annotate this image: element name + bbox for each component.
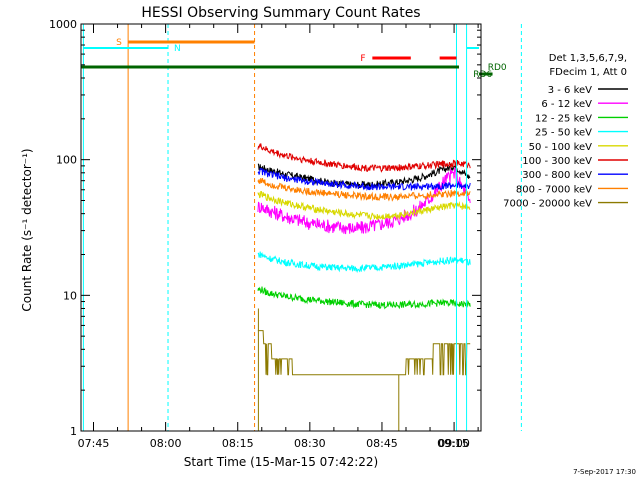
legend-label: 3 - 6 keV xyxy=(548,85,592,96)
legend-label: 6 - 12 keV xyxy=(541,99,592,110)
x-tick-label: 08:00 xyxy=(150,437,182,450)
legend-label: 12 - 25 keV xyxy=(535,113,592,124)
series-line-6 xyxy=(257,167,471,192)
legend-label: 25 - 50 keV xyxy=(535,128,592,139)
plot-data-layer xyxy=(257,143,471,431)
axes-layer: 1 10 100 1000 07:45 08:00 08:15 08:30 08:45 09:00… xyxy=(49,18,482,450)
series-line-7 xyxy=(257,177,471,202)
legend-header-line-1: Det 1,3,5,6,7,9, xyxy=(549,53,627,64)
flag-label-f: F xyxy=(360,54,365,64)
series-line-8 xyxy=(257,330,471,376)
y-axis-label: Count Rate (s⁻¹ detector⁻¹) xyxy=(20,148,34,311)
legend-label: 7000 - 20000 keV xyxy=(503,199,592,210)
footer-date: 7-Sep-2017 17:30 xyxy=(573,468,636,476)
flag-label-rd6: RD6 xyxy=(473,70,492,80)
series-line-0 xyxy=(257,163,471,190)
legend-header-line-2: FDecim 1, Att 0 xyxy=(549,67,627,78)
legend-label: 300 - 800 keV xyxy=(522,170,592,181)
y-tick-label: 1000 xyxy=(49,18,77,31)
legend-header: Det 1,3,5,6,7,9, FDecim 1, Att 0 xyxy=(549,53,627,78)
series-line-2 xyxy=(257,286,471,310)
x-tick-label-last: 09:15 xyxy=(437,437,469,450)
x-tick-label: 08:15 xyxy=(222,437,254,450)
flag-label-rd0: RD0 xyxy=(488,63,507,73)
y-tick-label: 1 xyxy=(70,425,77,438)
x-tick-label: 08:45 xyxy=(366,437,398,450)
legend-label: 800 - 7000 keV xyxy=(516,184,592,195)
plot-frame xyxy=(80,23,482,432)
chart-title: HESSI Observing Summary Count Rates xyxy=(141,5,420,21)
legend-label: 100 - 300 keV xyxy=(522,156,592,167)
flag-label-n: N xyxy=(174,44,181,54)
series-line-3 xyxy=(257,251,471,274)
legend-label: 50 - 100 keV xyxy=(529,142,593,153)
legend: 3 - 6 keV 6 - 12 keV 12 - 25 keV 25 - 50 ke… xyxy=(503,85,628,210)
y-tick-label: 10 xyxy=(63,289,77,302)
series-line-1 xyxy=(257,167,471,235)
x-tick-label: 07:45 xyxy=(78,437,110,450)
series-line-4 xyxy=(257,191,471,221)
x-tick-label: 08:30 xyxy=(294,437,326,450)
x-tick-label: 09:00 xyxy=(438,437,470,450)
y-tick-label: 100 xyxy=(56,154,77,167)
flag-label-s: S xyxy=(116,38,122,48)
x-axis-label: Start Time (15-Mar-15 07:42:22) xyxy=(184,455,378,469)
series-line-5 xyxy=(257,143,471,173)
